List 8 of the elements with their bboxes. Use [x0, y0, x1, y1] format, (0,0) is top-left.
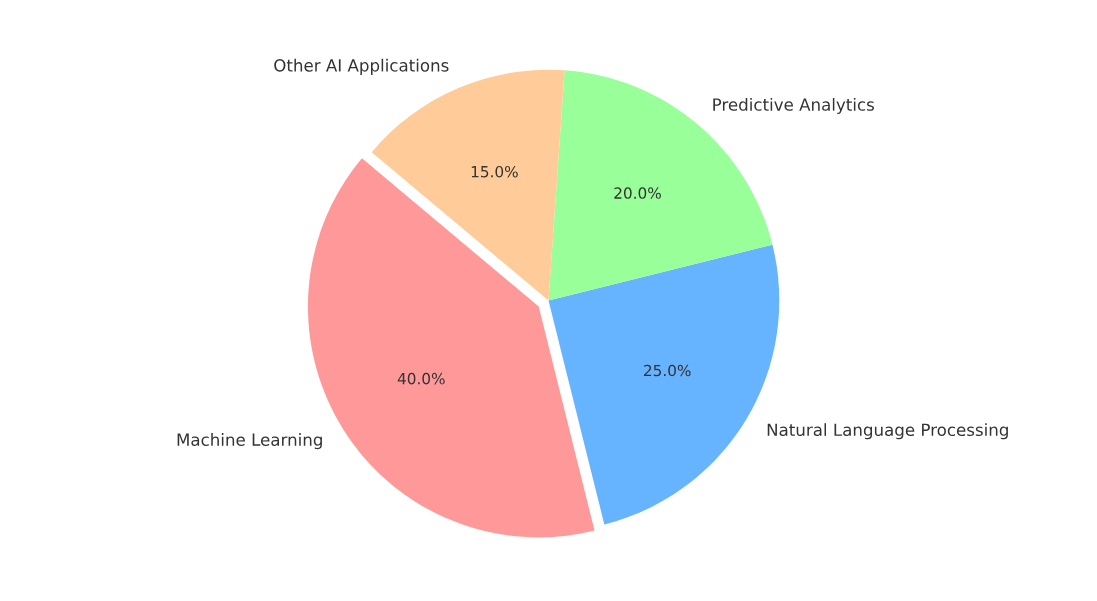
slice-label: Predictive Analytics — [713, 97, 874, 115]
data-label: 15.0% — [471, 165, 518, 178]
slice-label: Other AI Applications — [274, 58, 449, 75]
data-label: 25.0% — [644, 364, 691, 377]
slice-label: Machine Learning — [177, 433, 322, 450]
data-label: 20.0% — [614, 187, 661, 199]
data-label: 40.0% — [397, 372, 445, 385]
slice-label: Natural Language Processing — [767, 423, 1008, 440]
